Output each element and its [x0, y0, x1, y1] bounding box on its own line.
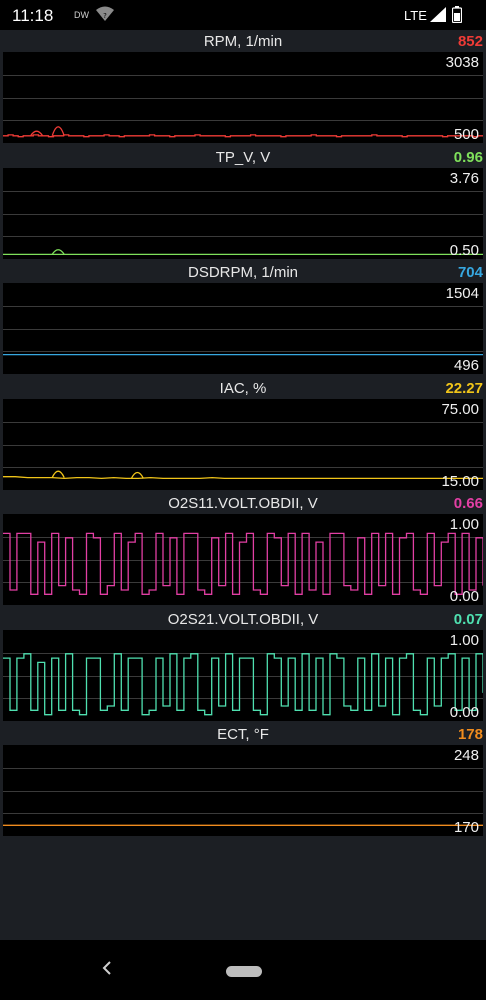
series-spike — [51, 126, 65, 136]
svg-text:?: ? — [103, 12, 107, 20]
back-icon[interactable] — [100, 960, 114, 981]
series-spike — [130, 471, 144, 479]
gauge-title: ECT, °F — [217, 726, 269, 743]
series-line — [3, 532, 483, 595]
gauge-chart — [3, 652, 483, 715]
gauge-max-label: 1.00 — [449, 516, 479, 533]
gauge-title: DSDRPM, 1/min — [187, 264, 299, 281]
network-type: LTE — [404, 8, 427, 23]
gauge-current-value: 22.27 — [445, 379, 483, 397]
gauge-panel[interactable]: TP_V, V 0.96 3.76 0.50 — [0, 146, 486, 261]
series-spike — [51, 248, 65, 255]
gauge-plot: 3038 500 — [3, 52, 483, 143]
gauge-chart — [3, 190, 483, 255]
signal-icon — [430, 7, 446, 27]
gauge-plot: 1504 496 — [3, 283, 483, 374]
battery-icon — [451, 6, 463, 28]
series-line — [3, 475, 483, 479]
gauge-min-label: 500 — [453, 126, 479, 143]
gauge-panels: RPM, 1/min 852 3038 500 TP_V, V 0.96 3.76 0.50 D… — [0, 30, 486, 940]
gauge-min-label: 15.00 — [441, 472, 479, 490]
gauge-plot: 3.76 0.50 — [3, 167, 483, 259]
gauge-panel[interactable]: ECT, °F 178 248 170 — [0, 723, 486, 838]
home-pill-icon[interactable] — [226, 966, 262, 977]
gauge-panel[interactable]: O2S21.VOLT.OBDII, V 0.07 1.00 0.00 — [0, 608, 486, 723]
series-spike — [30, 130, 44, 137]
gauge-current-value: 0.96 — [453, 148, 483, 166]
gauge-chart — [3, 75, 483, 138]
gauge-title: RPM, 1/min — [203, 33, 283, 50]
series-spike — [51, 470, 65, 478]
gauge-min-label: 0.00 — [449, 588, 479, 605]
gauge-max-label: 1504 — [445, 285, 479, 302]
gauge-max-label: 3.76 — [449, 169, 479, 187]
status-time: 11:18 — [12, 6, 54, 25]
navigation-bar — [0, 940, 486, 1000]
gauge-max-label: 1.00 — [449, 631, 479, 649]
gauge-title: O2S11.VOLT.OBDII, V — [168, 495, 318, 512]
gauge-plot: 1.00 0.00 — [3, 629, 483, 721]
gauge-chart — [3, 421, 483, 479]
gauge-chart — [3, 306, 483, 356]
gauge-current-value: 704 — [457, 264, 483, 281]
gauge-min-label: 0.00 — [449, 703, 479, 721]
gauge-panel[interactable]: DSDRPM, 1/min 704 1504 496 — [0, 261, 486, 376]
gauge-max-label: 75.00 — [441, 400, 479, 418]
gauge-min-label: 496 — [453, 357, 479, 374]
gauge-current-value: 852 — [457, 33, 483, 50]
gauge-panel[interactable]: IAC, % 22.27 75.00 15.00 — [0, 377, 486, 492]
gauge-plot: 1.00 0.00 — [3, 514, 483, 605]
status-bar: 11:18 DW ? LTE — [0, 0, 486, 30]
gauge-chart — [3, 768, 483, 826]
gauge-current-value: 178 — [457, 726, 483, 743]
gauge-panel[interactable]: RPM, 1/min 852 3038 500 — [0, 30, 486, 145]
gauge-plot: 248 170 — [3, 745, 483, 836]
series-line — [3, 134, 483, 138]
gauge-plot: 75.00 15.00 — [3, 398, 483, 490]
gauge-current-value: 0.07 — [453, 610, 483, 628]
gauge-title: O2S21.VOLT.OBDII, V — [167, 610, 319, 628]
gauge-chart — [3, 532, 483, 595]
gauge-title: TP_V, V — [215, 148, 271, 166]
dw-indicator: DW — [74, 10, 89, 20]
gauge-panel[interactable]: O2S11.VOLT.OBDII, V 0.66 1.00 0.00 — [0, 492, 486, 607]
wifi-question-icon: ? — [96, 6, 114, 27]
series-line — [3, 652, 483, 715]
gauge-title: IAC, % — [219, 379, 267, 397]
gauge-max-label: 3038 — [445, 54, 479, 71]
gauge-current-value: 0.66 — [453, 495, 483, 512]
gauge-max-label: 248 — [453, 747, 479, 764]
gauge-min-label: 170 — [453, 819, 479, 836]
gauge-min-label: 0.50 — [449, 241, 479, 259]
